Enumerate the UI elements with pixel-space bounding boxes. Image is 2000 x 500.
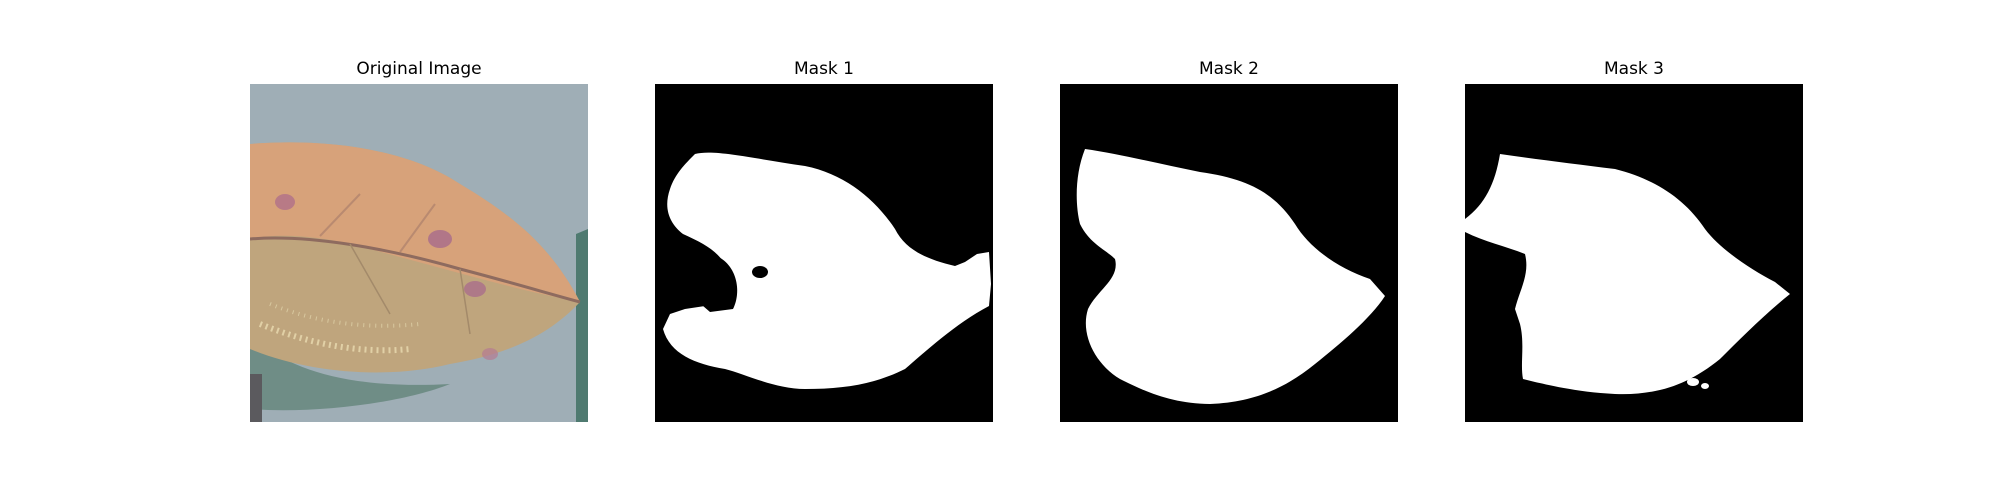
panel-title: Mask 1 <box>793 59 854 79</box>
mask-1-image <box>655 84 993 422</box>
mask-1 <box>655 84 993 422</box>
mask-2 <box>1060 84 1398 422</box>
mask-2-image <box>1060 84 1398 422</box>
leaf-photo <box>250 84 588 422</box>
panel-mask-3: Mask 3 <box>1465 0 1803 500</box>
panel-mask-2: Mask 2 <box>1060 0 1398 500</box>
panel-title: Mask 2 <box>1198 59 1259 79</box>
mask-3 <box>1465 84 1803 422</box>
mask-3-image <box>1465 84 1803 422</box>
panel-title: Original Image <box>356 59 482 79</box>
panel-original-image: Original Image <box>250 0 588 500</box>
original-image <box>250 84 588 422</box>
panel-title: Mask 3 <box>1603 59 1664 79</box>
panel-mask-1: Mask 1 <box>655 0 993 500</box>
